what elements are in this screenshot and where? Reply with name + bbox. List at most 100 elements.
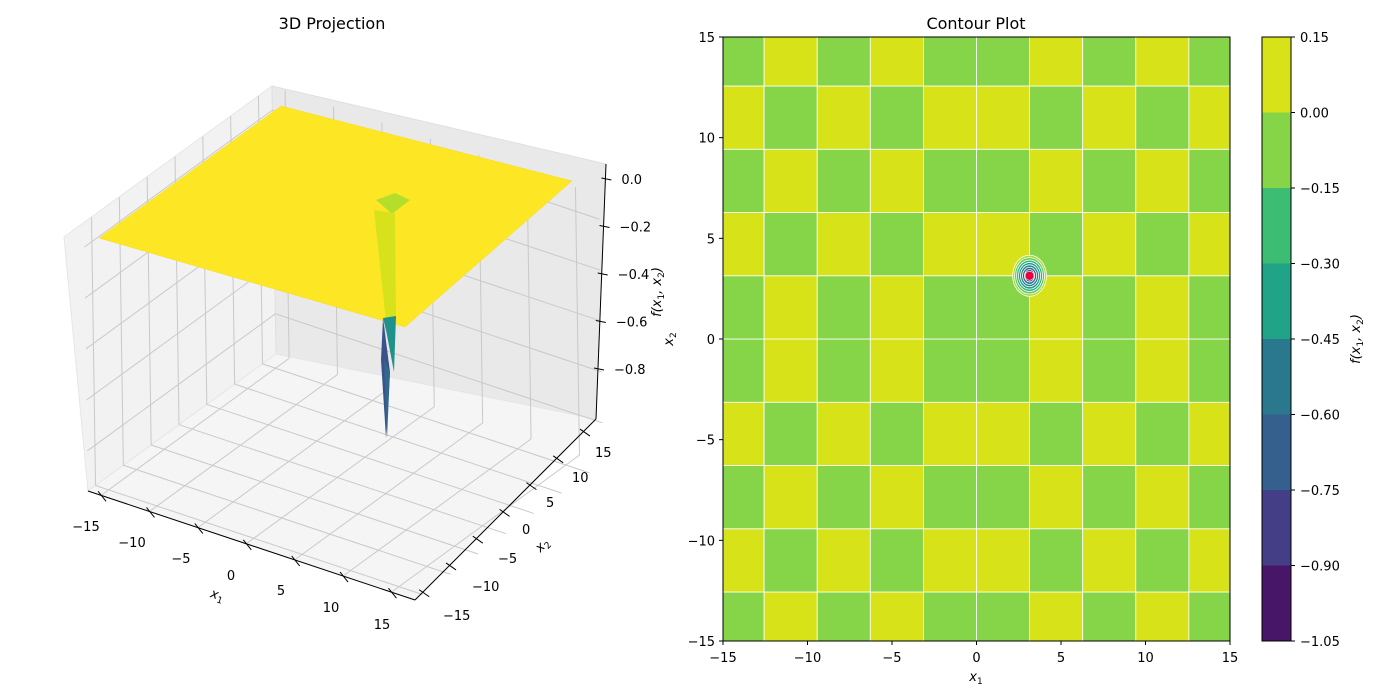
- x-tick: [339, 571, 349, 583]
- colorbar-segment: [1262, 112, 1291, 188]
- contour-x-tick-label: 5: [1057, 651, 1065, 666]
- contour-cell: [658, 276, 711, 339]
- x2-axis-label: x2: [532, 535, 554, 557]
- contour-cell: [923, 465, 977, 530]
- surface-plot: [98, 105, 573, 438]
- contour-cell: [977, 655, 1030, 700]
- contour-cell: [869, 465, 924, 530]
- contour-y-tick-label: −5: [696, 434, 715, 449]
- y-tick: [418, 589, 430, 598]
- colorbar-tick-label: 0.00: [1300, 107, 1329, 122]
- y-tick: [472, 535, 484, 544]
- contour-cell: [923, 148, 977, 213]
- contour-cell: [869, 37, 924, 87]
- contour-cell: [923, 37, 977, 87]
- grid-line: [342, 438, 532, 577]
- colorbar-segment: [1262, 188, 1291, 264]
- contour-cell: [817, 655, 870, 700]
- surface-well-tip: [384, 360, 390, 438]
- contour-cell: [816, 338, 871, 403]
- contour-cell: [763, 338, 818, 403]
- x-tick-label: −10: [118, 536, 145, 551]
- contour-cell: [1188, 401, 1230, 466]
- grid-line: [100, 357, 290, 496]
- contour-cell: [816, 528, 871, 593]
- contour-cell: [723, 275, 765, 340]
- contour-cell: [763, 528, 818, 593]
- contour-cell: [1083, 0, 1136, 23]
- contour-cell: [1029, 528, 1084, 593]
- contour-cell: [763, 401, 818, 466]
- y-tick: [526, 482, 537, 491]
- contour-cell: [1135, 148, 1190, 213]
- contour-cell: [723, 591, 765, 641]
- contour-cell: [1295, 0, 1348, 23]
- y-tick-label: −5: [498, 552, 517, 567]
- colorbar-tick-label: −1.05: [1300, 635, 1340, 650]
- contour-cell: [723, 528, 765, 593]
- contour-cell: [816, 85, 871, 150]
- contour-cell: [1135, 591, 1190, 641]
- contour-y-tick-label: 5: [707, 232, 715, 247]
- contour-x2-label: x2: [662, 332, 679, 346]
- contour-cell: [816, 212, 871, 277]
- contour-cell: [1188, 85, 1230, 150]
- colorbar-segment: [1262, 37, 1291, 113]
- z-tick: [593, 367, 605, 371]
- contour-cell: [1188, 528, 1230, 593]
- contour-cell: [1082, 338, 1137, 403]
- contour-cell: [976, 338, 1030, 403]
- contour-cell: [764, 0, 817, 23]
- contour-cell: [1082, 465, 1137, 530]
- contour-cell: [816, 465, 871, 530]
- contour-cell: [923, 591, 977, 641]
- contour-cell: [976, 148, 1030, 213]
- contour-cell: [816, 37, 871, 87]
- contour-cell: [1188, 148, 1230, 213]
- contour-fill: [658, 0, 1348, 700]
- contour-cell: [1188, 275, 1230, 340]
- contour-cell: [1029, 37, 1084, 87]
- grid-line: [391, 454, 580, 593]
- contour-cell: [869, 401, 924, 466]
- contour-cell: [923, 338, 977, 403]
- y-tick-label: 10: [572, 471, 589, 486]
- contour-cell: [816, 275, 871, 340]
- y-tick-label: 0: [522, 523, 530, 538]
- contour-cell: [1029, 85, 1084, 150]
- colorbar-tick-label: −0.45: [1300, 333, 1340, 348]
- colorbar-ticks: 0.15 0.00 −0.15 −0.30 −0.45 −0.60 −0.75 −0.90 −1…: [1291, 31, 1340, 650]
- contour-cell: [1082, 591, 1137, 641]
- surface-plateau: [98, 105, 573, 328]
- contour-well: [1012, 254, 1047, 297]
- contour-cell: [976, 528, 1030, 593]
- y-tick: [499, 508, 510, 517]
- contour-x-tick-label: −5: [882, 651, 901, 666]
- z-tick-label: −0.8: [614, 363, 646, 378]
- contour-cell: [923, 85, 977, 150]
- contour-cell: [723, 401, 765, 466]
- contour-cell: [869, 85, 924, 150]
- contour-cell: [658, 212, 711, 275]
- z-tick: [599, 225, 610, 228]
- contour-cell: [869, 338, 924, 403]
- contour-cell: [869, 212, 924, 277]
- contour-cell: [816, 591, 871, 641]
- contour-cell: [1242, 0, 1295, 23]
- grid-line: [178, 424, 507, 535]
- contour-cell: [1188, 37, 1230, 87]
- contour-cell: [1135, 275, 1190, 340]
- contour-cell: [658, 149, 711, 212]
- colorbar-segment: [1262, 263, 1291, 339]
- contour-cell: [976, 591, 1030, 641]
- contour-cell: [1082, 37, 1137, 87]
- surface-well-upper: [374, 210, 396, 340]
- contour-cell: [1188, 465, 1230, 530]
- x-tick-label: 5: [277, 584, 285, 599]
- grid-line: [91, 217, 97, 486]
- contour-cell: [658, 339, 711, 402]
- contour-cell: [723, 465, 765, 530]
- y-tick: [445, 562, 457, 571]
- x-tick: [242, 539, 252, 551]
- grid-line: [294, 422, 483, 561]
